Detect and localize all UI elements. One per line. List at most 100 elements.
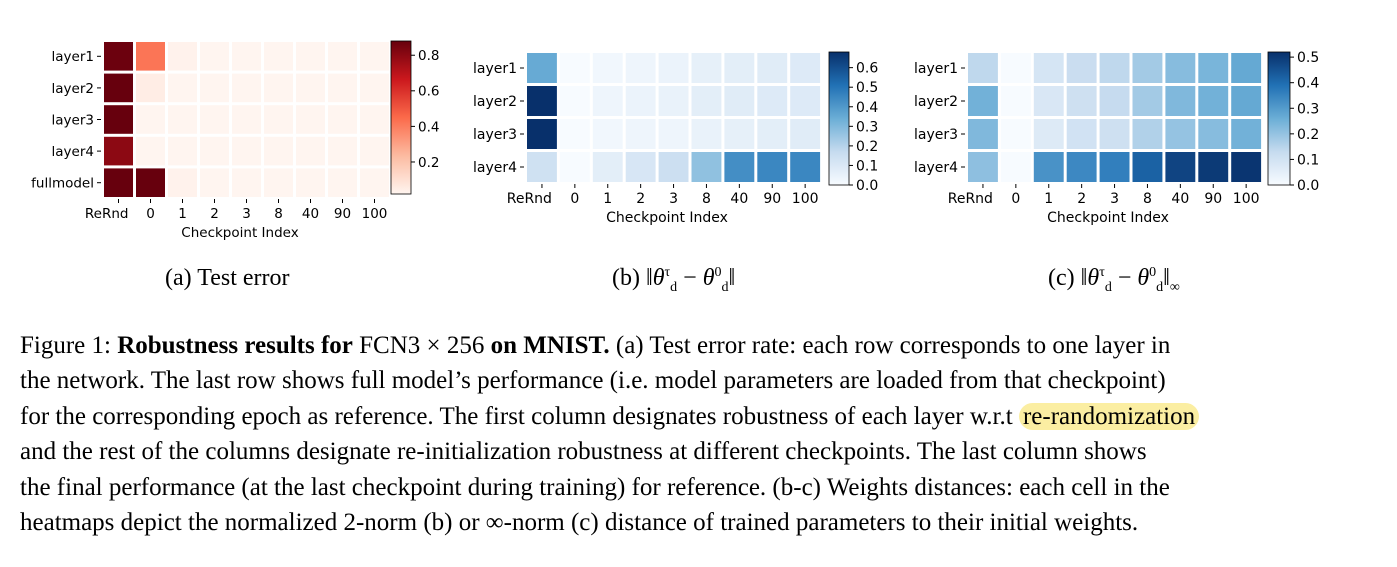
heatmap-cell xyxy=(168,42,197,71)
heatmap-cell xyxy=(328,105,357,134)
heatmap-cell xyxy=(592,152,623,182)
heatmap-cell xyxy=(168,73,197,103)
heatmap-cell xyxy=(296,73,325,103)
row-label: layer1 xyxy=(914,61,958,77)
col-label: 1 xyxy=(178,206,187,222)
col-label: 90 xyxy=(1204,191,1222,207)
heatmap-panel-b: layer1 layer2 layer3 layer4 ReRnd 0 1 2 3 8 40 90 10… xyxy=(473,51,878,226)
heatmap-cell xyxy=(1066,152,1097,182)
heatmap-cell xyxy=(1165,119,1196,149)
heatmap-cell xyxy=(104,168,133,197)
x-axis-label: Checkpoint Index xyxy=(606,210,728,226)
heatmap-cell xyxy=(724,152,755,182)
heatmap-cell xyxy=(1165,53,1196,83)
heatmap-cell xyxy=(592,119,623,149)
heatmap-cell xyxy=(1099,119,1130,149)
caption-line-6: heatmaps depict the normalized 2-norm (b… xyxy=(20,509,1139,537)
heatmap-cell xyxy=(232,105,261,134)
heatmap-cell xyxy=(968,53,998,83)
heatmap-cell xyxy=(790,152,821,182)
col-label: 100 xyxy=(1233,191,1260,207)
col-label: 0 xyxy=(1011,191,1020,207)
heatmap-panel-c: layer1 layer2 layer3 layer4 ReRnd 0 1 2 3 8 40 90 10… xyxy=(914,50,1319,226)
heatmap-cell xyxy=(296,168,325,197)
x-axis-label: Checkpoint Index xyxy=(1047,210,1169,226)
heatmap-cell xyxy=(790,119,821,149)
heatmap-cell xyxy=(559,86,590,116)
row-label: layer2 xyxy=(52,81,94,97)
heatmap-cell xyxy=(724,119,755,149)
heatmap-cell xyxy=(360,168,389,197)
row-label: fullmodel xyxy=(31,176,94,192)
colorbar xyxy=(828,51,850,186)
colorbar-tick-label: 0.2 xyxy=(856,139,878,155)
row-label: layer4 xyxy=(473,160,517,176)
heatmap-cell xyxy=(1033,86,1064,116)
heatmap-cell xyxy=(296,105,325,134)
heatmap-cell xyxy=(1231,152,1262,182)
heatmap-cell xyxy=(232,42,261,71)
heatmap-cell xyxy=(757,119,788,149)
colorbar-tick-label: 0.0 xyxy=(856,178,878,194)
col-label: 2 xyxy=(210,206,219,222)
heatmap-cell xyxy=(658,53,689,83)
heatmap-cell xyxy=(1033,152,1064,182)
heatmap-cell xyxy=(168,168,197,197)
heatmap-cell xyxy=(1099,86,1130,116)
heatmap-cell xyxy=(757,53,788,83)
heatmap-cell xyxy=(104,73,133,103)
col-label: 2 xyxy=(1077,191,1086,207)
heatmap-cell xyxy=(1231,86,1262,116)
heatmap-cell xyxy=(136,73,165,103)
heatmap-cell xyxy=(724,53,755,83)
heatmap-cell xyxy=(790,86,821,116)
heatmap-cell xyxy=(328,42,357,71)
heatmap-cell xyxy=(264,42,293,71)
heatmap-cell xyxy=(658,152,689,182)
heatmap-cell xyxy=(1066,53,1097,83)
heatmap-cell xyxy=(968,152,998,182)
col-label: 1 xyxy=(603,191,612,207)
figure-panels: layer1 layer2 layer3 layer4 fullmodel ReRnd 0 1… xyxy=(31,40,1319,241)
colorbar-tick-label: 0.8 xyxy=(418,48,439,64)
heatmap-cell xyxy=(1165,86,1196,116)
heatmap-cell xyxy=(360,105,389,134)
heatmap-cell xyxy=(1231,53,1262,83)
heatmap-cell xyxy=(1099,152,1130,182)
heatmap-cell xyxy=(527,86,557,116)
heatmap-cell xyxy=(592,53,623,83)
col-label: 8 xyxy=(274,206,283,222)
heatmap-cell xyxy=(200,73,229,103)
heatmap-cell xyxy=(328,168,357,197)
heatmap-cell xyxy=(1165,152,1196,182)
col-label: 3 xyxy=(1110,191,1119,207)
heatmap-cell xyxy=(691,119,722,149)
heatmap-cell xyxy=(1198,53,1229,83)
heatmap-cell xyxy=(559,119,590,149)
colorbar xyxy=(390,40,412,195)
col-label: 0 xyxy=(570,191,579,207)
heatmap-cell xyxy=(1066,119,1097,149)
col-label: 90 xyxy=(334,206,351,222)
heatmap-cell xyxy=(136,42,165,71)
colorbar-tick-label: 0.1 xyxy=(1297,152,1319,168)
heatmap-cell xyxy=(1198,152,1229,182)
heatmap-cell xyxy=(1000,119,1031,149)
subcaption-b-math: ‖θτd − θ0d‖ xyxy=(645,265,736,295)
heatmap-cell xyxy=(296,42,325,71)
heatmap-cell xyxy=(625,119,656,149)
heatmap-cell xyxy=(1231,119,1262,149)
heatmap-cell xyxy=(328,136,357,166)
heatmap-cell xyxy=(1132,119,1163,149)
heatmap-cell xyxy=(1198,119,1229,149)
heatmap-cell xyxy=(136,168,165,197)
caption-line-3: for the corresponding epoch as reference… xyxy=(20,399,1380,434)
heatmap-cell xyxy=(104,105,133,134)
heatmap-cell xyxy=(360,73,389,103)
heatmap-cell xyxy=(757,152,788,182)
heatmap-cell xyxy=(200,136,229,166)
heatmap-cell xyxy=(104,42,133,71)
col-label: 1 xyxy=(1044,191,1053,207)
colorbar-tick-label: 0.4 xyxy=(418,119,439,135)
heatmap-cell xyxy=(264,105,293,134)
